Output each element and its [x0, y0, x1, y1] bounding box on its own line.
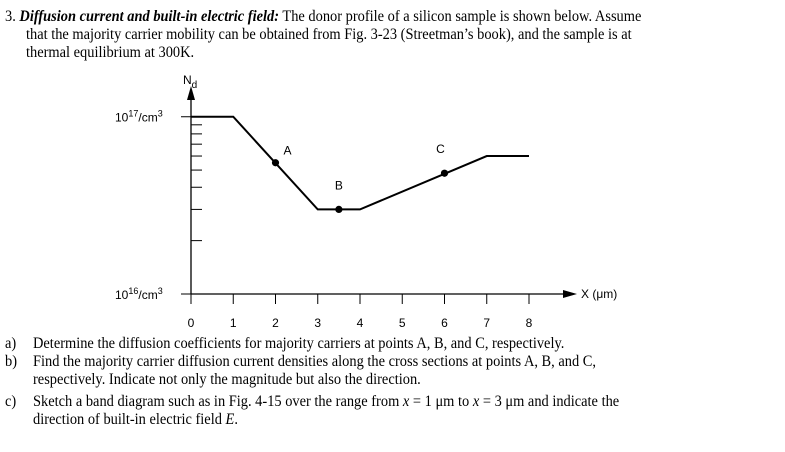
- x-tick-label: 0: [188, 316, 195, 330]
- donor-profile-chart: Nd 1017/cm3 1016/cm3 0 1 2 3 4 5 6 7 8 X (μm) A B C: [115, 73, 617, 330]
- problem-line-1: 3. Diffusion current and built-in electr…: [5, 8, 641, 25]
- question-a: a): [5, 335, 16, 352]
- point-a: [271, 159, 280, 167]
- x-tick-label: 1: [230, 316, 237, 330]
- point-label-a: A: [283, 144, 291, 158]
- x-tick-label: 4: [357, 316, 364, 330]
- question-c-text-2: direction of built-in electric field E.: [33, 411, 238, 428]
- x-tick-label: 3: [314, 316, 321, 330]
- donor-profile-line: [191, 115, 529, 211]
- y-axis-label: Nd: [183, 73, 197, 91]
- question-a-text: Determine the diffusion coefficients for…: [33, 335, 565, 352]
- y-axis-arrow-icon: [187, 86, 195, 100]
- point-label-c: C: [436, 142, 445, 156]
- x-tick-label: 8: [526, 316, 533, 330]
- question-c-label: c): [5, 393, 17, 410]
- question-label: a): [5, 335, 17, 352]
- x-tick-label: 7: [483, 316, 490, 330]
- question-b-text-2: respectively. Indicate not only the magn…: [33, 371, 421, 388]
- question-b-text-1: Find the majority carrier diffusion curr…: [33, 353, 597, 370]
- x-axis-label: X (μm): [581, 287, 617, 301]
- problem-title: Diffusion current and built-in electric …: [19, 8, 280, 25]
- x-tick-label: 2: [272, 316, 279, 330]
- point-b: [335, 205, 343, 214]
- question-c-text-1: Sketch a band diagram such as in Fig. 4-…: [33, 393, 620, 410]
- x-axis-arrow-icon: [563, 290, 577, 298]
- x-tick-label: 5: [399, 316, 406, 330]
- problem-intro-1: The donor profile of a silicon sample is…: [282, 8, 642, 25]
- y-tick-label-top: 1017/cm3: [115, 109, 163, 125]
- question-b-label: b): [5, 353, 18, 370]
- y-tick-label-bottom: 1016/cm3: [115, 286, 163, 302]
- point-label-b: B: [335, 178, 343, 192]
- problem-number: 3.: [5, 8, 16, 25]
- point-c: [440, 169, 449, 177]
- problem-intro-2: that the majority carrier mobility can b…: [26, 26, 632, 43]
- problem-intro-3: thermal equilibrium at 300K.: [26, 44, 195, 61]
- x-tick-label: 6: [441, 316, 448, 330]
